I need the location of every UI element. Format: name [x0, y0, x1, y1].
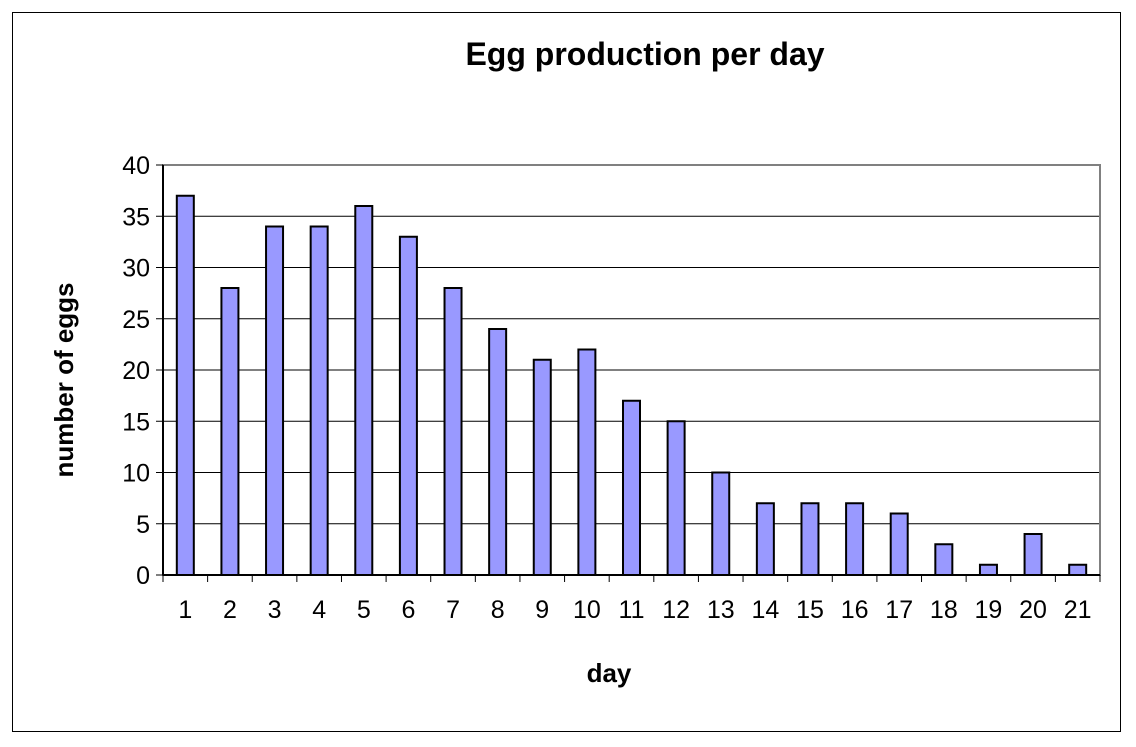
y-tick-label-40: 40: [122, 152, 150, 180]
chart-title: Egg production per day: [465, 36, 824, 72]
bar-day-17: [889, 512, 909, 576]
x-axis-title: day: [587, 658, 632, 688]
x-tick-label-16: 16: [841, 596, 869, 624]
x-tick-label-6: 6: [401, 596, 415, 624]
bars: [175, 194, 1088, 576]
x-tick-label-20: 20: [1019, 596, 1047, 624]
x-tick-label-7: 7: [446, 596, 460, 624]
x-tick-label-13: 13: [707, 596, 735, 624]
x-tick-label-11: 11: [619, 596, 645, 624]
y-tick-label-15: 15: [122, 408, 150, 436]
bar-day-15: [800, 502, 820, 576]
y-tick-label-0: 0: [136, 562, 150, 590]
x-tick-label-19: 19: [975, 596, 1003, 624]
x-tick-label-2: 2: [223, 596, 237, 624]
y-tick-label-35: 35: [122, 203, 150, 231]
x-tick-label-1: 1: [178, 596, 192, 624]
x-tick-label-8: 8: [491, 596, 505, 624]
x-tick-label-3: 3: [268, 596, 282, 624]
x-tick-label-5: 5: [357, 596, 371, 624]
bar-day-18: [934, 543, 954, 576]
bar-day-9: [532, 358, 552, 576]
bar-day-11: [622, 399, 641, 576]
bar-day-13: [711, 471, 731, 576]
bar-day-10: [577, 348, 597, 576]
x-tick-label-21: 21: [1064, 596, 1092, 624]
bar-day-4: [309, 225, 329, 576]
bar-day-19: [978, 563, 998, 576]
bar-day-20: [1023, 533, 1043, 576]
axes: [156, 164, 1101, 582]
x-tick-label-12: 12: [662, 596, 690, 624]
bar-day-6: [398, 235, 418, 576]
x-tick-label-17: 17: [885, 596, 913, 624]
x-tick-label-4: 4: [312, 596, 326, 624]
y-tick-label-25: 25: [122, 306, 150, 334]
bar-day-12: [666, 420, 686, 576]
x-tick-label-14: 14: [751, 596, 779, 624]
x-tick-labels: 1 2 3 4 5 6 7 8 9 10 11 12 13 14 15 16 17 18 19 20 21: [178, 596, 1091, 624]
y-tick-label-5: 5: [136, 511, 150, 539]
x-tick-label-10: 10: [573, 596, 601, 624]
chart-frame: [12, 12, 1121, 732]
x-tick-label-18: 18: [930, 596, 958, 624]
bar-day-1: [175, 194, 195, 576]
x-tick-label-9: 9: [535, 596, 549, 624]
bar-day-8: [488, 328, 508, 576]
bar-day-14: [755, 502, 775, 576]
bar-day-3: [265, 225, 285, 576]
bar-day-2: [220, 287, 240, 576]
y-axis-title: number of eggs: [49, 282, 79, 477]
bar-day-7: [443, 287, 463, 576]
y-tick-label-30: 30: [122, 255, 150, 283]
y-tick-label-20: 20: [122, 357, 150, 385]
bar-day-16: [845, 502, 865, 576]
y-tick-labels: 0 5 10 15 20 25 30 35 40: [122, 152, 150, 590]
bar-day-21: [1068, 563, 1088, 576]
x-tick-label-15: 15: [796, 596, 824, 624]
bar-day-5: [354, 205, 374, 576]
y-tick-label-10: 10: [122, 460, 150, 488]
